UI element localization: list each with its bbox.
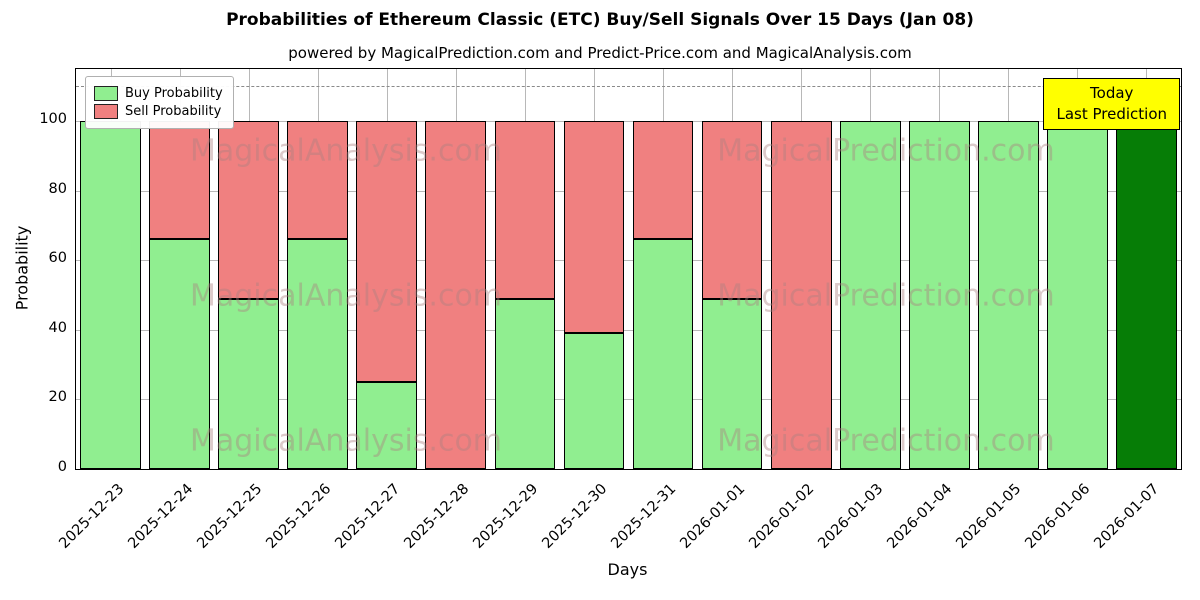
- buy-bar: [632, 239, 694, 469]
- buy-bar: [287, 239, 349, 469]
- x-tick-label: 2025-12-28: [401, 481, 473, 552]
- x-tick-label: 2026-01-06: [1022, 481, 1094, 552]
- legend-row-sell: Sell Probability: [94, 104, 223, 119]
- buy-bar: [494, 298, 556, 469]
- legend-label-sell: Sell Probability: [125, 104, 222, 119]
- plot-area: MagicalAnalysis.com MagicalPrediction.com…: [75, 68, 1182, 470]
- x-tick-label: 2025-12-31: [608, 481, 680, 552]
- today-annotation-line2: Last Prediction: [1056, 105, 1167, 123]
- gridline-horizontal: [76, 329, 1181, 331]
- buy-bar: [701, 298, 763, 469]
- sell-bar: [701, 121, 763, 299]
- gridline-horizontal: [76, 399, 1181, 401]
- x-tick-label: 2026-01-02: [746, 481, 818, 552]
- x-tick-label: 2026-01-07: [1091, 481, 1163, 552]
- buy-bar: [977, 121, 1039, 469]
- x-tick-label: 2025-12-29: [470, 481, 542, 552]
- x-tick-label: 2025-12-23: [55, 481, 127, 552]
- buy-bar: [563, 333, 625, 469]
- sell-swatch-icon: [94, 104, 118, 119]
- buy-bar: [218, 298, 280, 469]
- chart-title: Probabilities of Ethereum Classic (ETC) …: [226, 10, 974, 30]
- legend: Buy Probability Sell Probability: [85, 76, 234, 129]
- x-tick-label: 2025-12-24: [124, 481, 196, 552]
- buy-bar: [839, 121, 901, 469]
- legend-label-buy: Buy Probability: [125, 86, 223, 101]
- y-tick-label: 100: [39, 111, 67, 128]
- gridline-horizontal: [76, 190, 1181, 192]
- y-tick-label: 60: [48, 250, 67, 267]
- buy-bar: [356, 382, 418, 469]
- sell-bar: [770, 121, 832, 469]
- gridline-horizontal: [76, 260, 1181, 262]
- sell-bar: [632, 121, 694, 240]
- chart-subtitle: powered by MagicalPrediction.com and Pre…: [288, 44, 912, 62]
- sell-bar: [356, 121, 418, 383]
- buy-bar: [80, 121, 141, 469]
- y-tick-label: 80: [48, 180, 67, 197]
- sell-bar: [563, 121, 625, 334]
- legend-row-buy: Buy Probability: [94, 86, 223, 101]
- x-axis-label: Days: [607, 560, 648, 579]
- sell-bar: [494, 121, 556, 299]
- today-annotation-line1: Today: [1090, 84, 1134, 102]
- x-tick-label: 2026-01-01: [677, 481, 749, 552]
- buy-bar: [908, 121, 970, 469]
- x-tick-label: 2026-01-05: [953, 481, 1025, 552]
- y-axis-label: Probability: [12, 225, 32, 311]
- x-tick-label: 2025-12-30: [539, 481, 611, 552]
- today-annotation: Today Last Prediction: [1043, 78, 1180, 130]
- sell-bar: [425, 121, 487, 469]
- x-tick-label: 2026-01-04: [884, 481, 956, 552]
- buy-bar: [149, 239, 210, 469]
- y-tick-label: 0: [57, 459, 67, 475]
- x-tick-label: 2025-12-27: [332, 481, 404, 552]
- buy-bar: [1047, 121, 1108, 469]
- x-tick-label: 2026-01-03: [815, 481, 887, 552]
- x-tick-label: 2025-12-25: [194, 481, 265, 552]
- sell-bar: [287, 121, 349, 240]
- x-tick-label: 2025-12-26: [263, 481, 335, 552]
- dashed-threshold-line: [76, 86, 1181, 88]
- gridline-horizontal: [76, 121, 1181, 123]
- sell-bar: [218, 121, 280, 299]
- y-tick-label: 20: [48, 389, 67, 406]
- sell-bar: [149, 121, 210, 240]
- buy-swatch-icon: [94, 86, 118, 101]
- y-tick-label: 40: [48, 319, 67, 336]
- buy-bar: [1116, 121, 1177, 469]
